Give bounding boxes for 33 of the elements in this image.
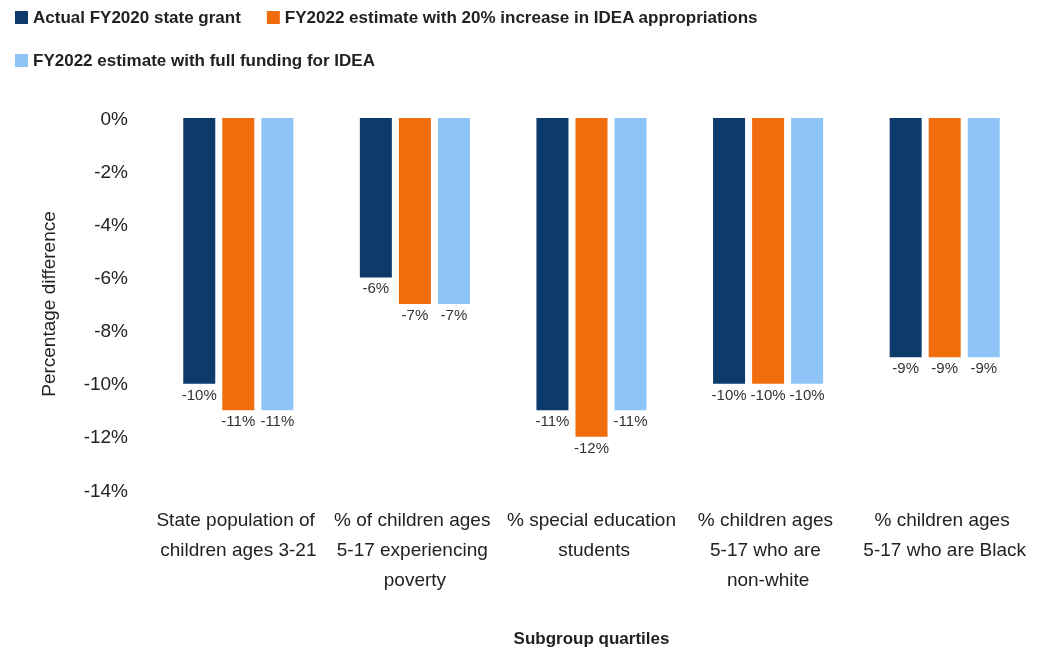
x-tick-label: State population of children ages 3-21 [156,508,321,560]
x-tick-label: % special education students [507,508,676,560]
data-label: -6% [362,279,390,297]
data-label: -11% [221,412,256,430]
y-axis-title: Percentage difference [38,211,59,397]
data-label: -10% [789,385,825,403]
y-tick-label: -2% [94,160,129,182]
legend-label: FY2022 estimate with 20% increase in IDEA appropriations [284,8,758,27]
data-label: -10% [181,385,217,403]
y-tick-label: -8% [94,320,129,342]
x-tick-label: % children ages 5-17 who are non-white [697,508,839,590]
x-axis-title: Subgroup quartiles [513,629,670,648]
legend-label: FY2022 estimate with full funding for IDEA [33,51,375,70]
data-label: -9% [970,359,998,377]
y-tick-label: 0% [100,107,129,129]
data-label: -9% [931,359,959,377]
data-label: -11% [260,412,295,430]
y-tick-label: -10% [83,373,129,395]
data-label: -10% [750,385,786,403]
y-tick-label: -14% [83,479,129,501]
data-label: -9% [892,359,919,377]
y-tick-label: -4% [94,213,129,235]
data-label: -7% [401,306,429,323]
legend-label: Actual FY2020 state grant [33,8,242,27]
data-label: -7% [440,306,468,323]
x-tick-label: % of children ages 5-17 experiencing poverty [334,508,496,590]
y-tick-label: -12% [83,426,129,448]
data-label: -10% [711,385,747,403]
data-label: -11% [613,412,648,430]
data-label: -12% [573,438,610,456]
data-label: -11% [535,412,570,430]
y-tick-label: -6% [94,266,129,288]
x-tick-label: % children ages 5-17 who are Black [863,508,1027,560]
